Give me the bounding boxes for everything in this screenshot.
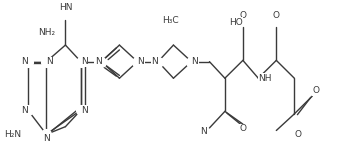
Text: HN: HN xyxy=(59,3,72,12)
Text: O: O xyxy=(294,130,301,139)
Text: O: O xyxy=(273,11,280,20)
Text: N: N xyxy=(47,57,53,66)
Text: H₂N: H₂N xyxy=(4,130,22,139)
Text: NH₂: NH₂ xyxy=(38,28,55,37)
Text: N: N xyxy=(21,57,28,66)
Text: N: N xyxy=(151,57,158,66)
Text: N: N xyxy=(81,57,88,66)
Text: N: N xyxy=(192,57,198,66)
Text: O: O xyxy=(312,87,319,95)
Text: N: N xyxy=(81,106,88,115)
Text: N: N xyxy=(43,134,50,143)
Text: HO: HO xyxy=(229,18,243,27)
Text: NH: NH xyxy=(258,74,272,83)
Text: O: O xyxy=(239,11,246,20)
Text: N: N xyxy=(137,57,144,66)
Text: N: N xyxy=(95,57,102,66)
Text: O: O xyxy=(239,124,246,133)
Text: N: N xyxy=(21,106,28,115)
Text: H₃C: H₃C xyxy=(162,16,179,25)
Text: N: N xyxy=(200,127,207,136)
